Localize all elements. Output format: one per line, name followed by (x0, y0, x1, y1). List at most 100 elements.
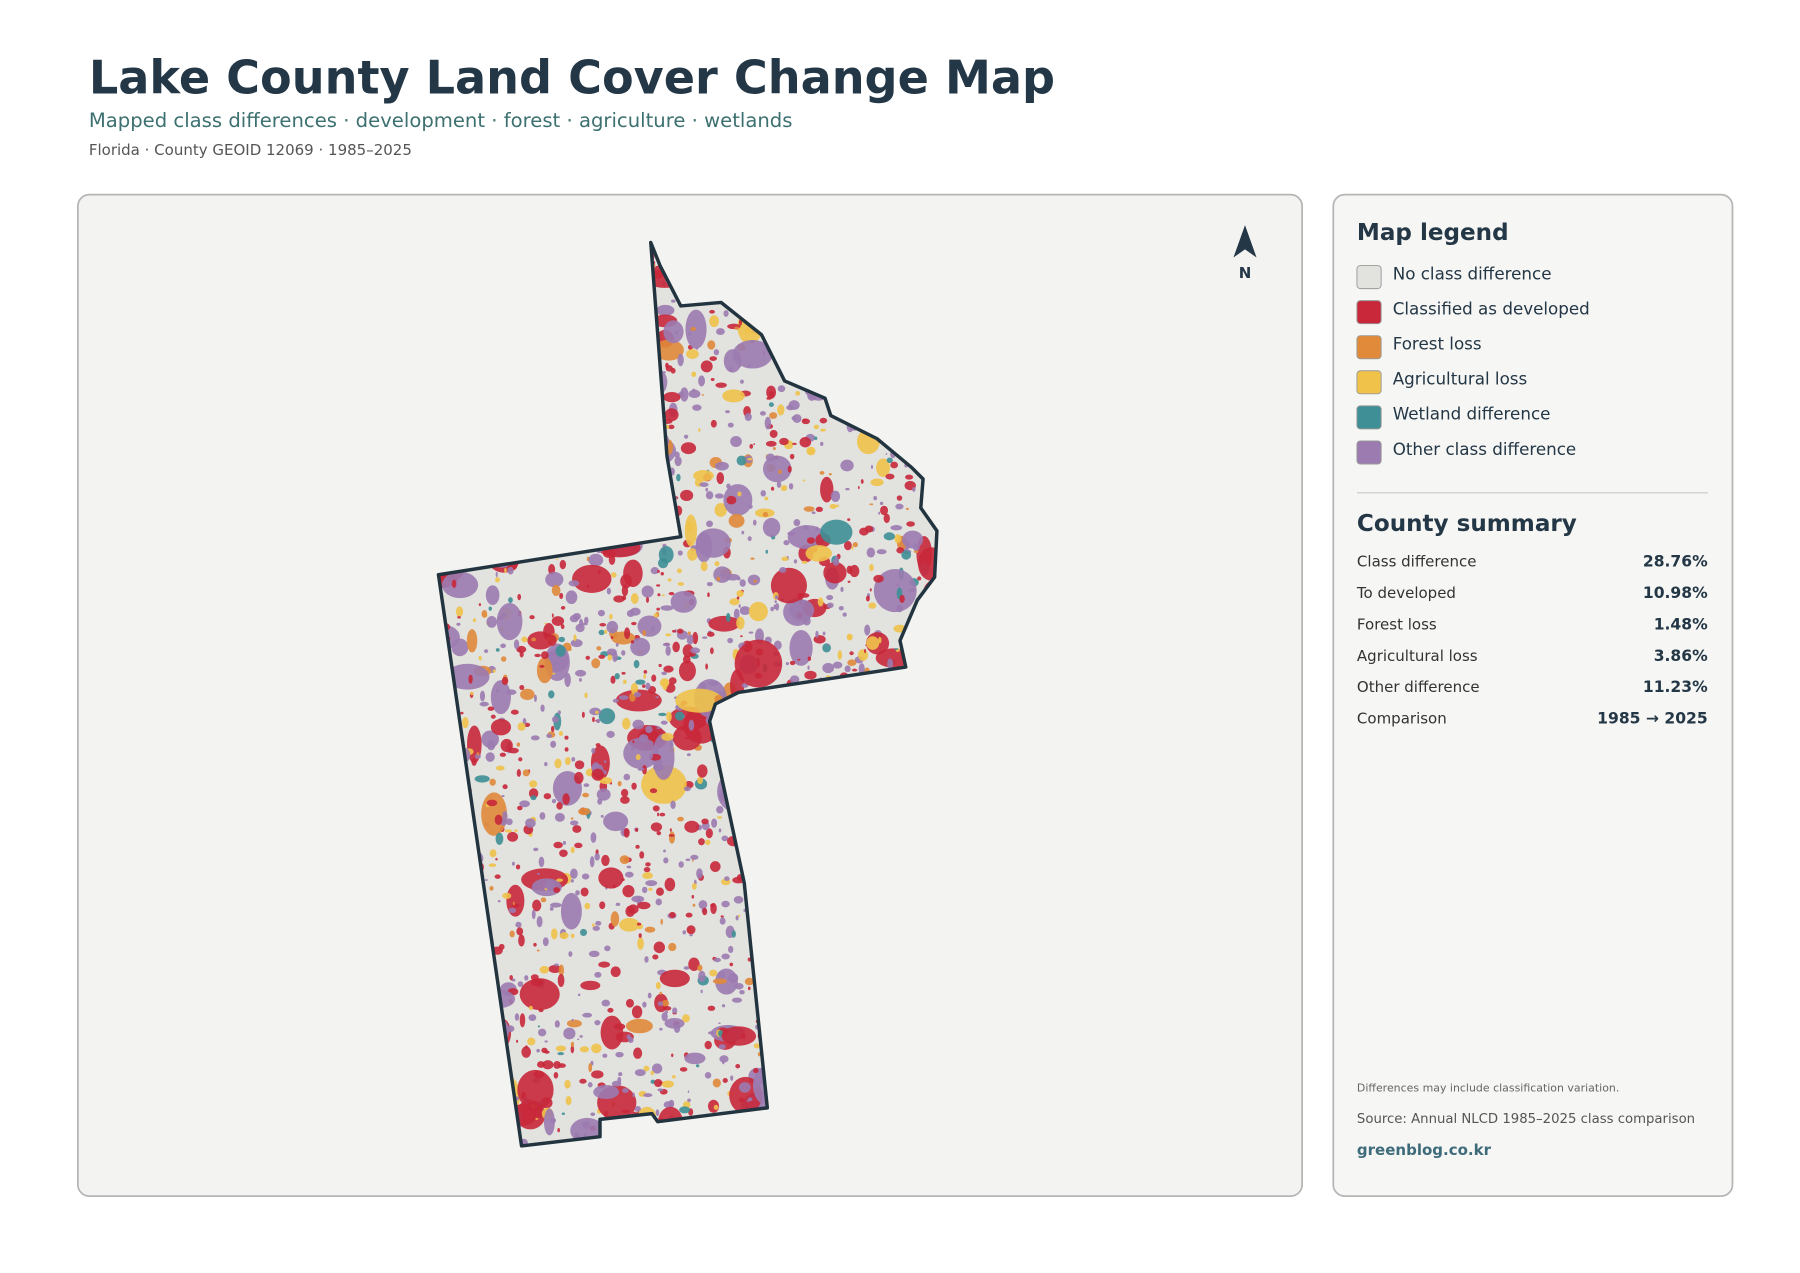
change-patch (623, 679, 627, 685)
change-patch (716, 816, 723, 819)
change-patch (544, 1040, 548, 1043)
summary-label: Agricultural loss (1357, 647, 1478, 665)
change-patch (710, 378, 715, 382)
change-patch (623, 737, 659, 769)
change-patch (745, 327, 751, 334)
change-patch (570, 846, 575, 854)
change-patch (560, 605, 566, 610)
change-patch (625, 905, 635, 917)
change-patch (779, 566, 787, 574)
change-patch (750, 557, 755, 560)
change-patch (664, 1018, 685, 1029)
change-patch (792, 442, 797, 446)
change-patch (460, 711, 464, 715)
change-patch (828, 473, 832, 476)
change-patch (731, 997, 743, 1003)
change-patch (558, 731, 564, 736)
change-patch (890, 461, 899, 469)
change-patch (770, 606, 774, 612)
change-patch (564, 1079, 571, 1089)
change-patch (736, 616, 745, 630)
change-patch (614, 673, 620, 680)
change-patch (724, 876, 730, 881)
change-patch (517, 1069, 554, 1110)
change-patch (492, 669, 496, 673)
change-patch (495, 765, 505, 771)
change-patch (806, 537, 816, 544)
change-patch (637, 901, 651, 910)
change-patch (847, 634, 853, 639)
change-patch (840, 586, 844, 592)
change-patch (455, 606, 464, 617)
change-patch (585, 655, 591, 660)
change-patch (683, 434, 689, 439)
change-patch (597, 609, 605, 617)
change-patch (738, 1097, 745, 1103)
change-patch (866, 547, 876, 558)
change-patch (530, 978, 544, 987)
change-patch (594, 1020, 601, 1026)
change-patch (506, 689, 517, 695)
change-patch (591, 1070, 604, 1079)
change-patch (559, 592, 564, 600)
change-patch (570, 1045, 575, 1054)
change-patch (865, 595, 870, 602)
change-patch (671, 299, 676, 303)
change-patch (581, 711, 585, 718)
change-patch (686, 634, 694, 645)
change-patch (623, 773, 631, 781)
change-patch (516, 927, 524, 936)
change-patch (659, 991, 663, 995)
change-patch (656, 727, 661, 730)
change-patch (731, 930, 736, 938)
change-patch (727, 637, 734, 644)
change-patch (648, 887, 653, 892)
change-patch (718, 828, 722, 833)
change-patch (543, 793, 552, 800)
change-patch (722, 389, 745, 403)
change-patch (765, 549, 769, 554)
change-patch (539, 664, 545, 668)
change-patch (869, 563, 874, 572)
change-patch (633, 1047, 643, 1059)
change-patch (626, 1034, 631, 1040)
change-patch (721, 1004, 726, 1008)
change-patch (560, 892, 582, 930)
change-patch (682, 644, 694, 658)
change-patch (721, 835, 729, 842)
change-patch (676, 628, 684, 634)
change-patch (581, 622, 588, 626)
change-patch (780, 485, 788, 492)
change-patch (574, 842, 583, 849)
change-patch (625, 1018, 653, 1034)
change-patch (489, 885, 494, 891)
change-patch (799, 437, 812, 448)
change-patch (692, 388, 696, 393)
change-patch (669, 828, 672, 832)
change-patch (679, 1106, 691, 1114)
change-patch (710, 647, 714, 655)
change-patch (820, 441, 824, 446)
change-patch (905, 507, 909, 510)
change-patch (504, 829, 513, 833)
change-patch (644, 926, 656, 933)
change-patch (707, 592, 710, 598)
change-patch (635, 844, 640, 849)
change-patch (566, 1019, 582, 1028)
change-patch (718, 1022, 721, 1025)
change-patch (479, 690, 486, 702)
change-patch (641, 765, 687, 804)
change-patch (804, 670, 817, 680)
change-patch (660, 605, 674, 611)
change-patch (529, 615, 535, 620)
site-link[interactable]: greenblog.co.kr (1357, 1141, 1492, 1159)
change-patch (659, 969, 690, 988)
change-patch (539, 812, 546, 820)
change-patch (709, 969, 718, 977)
change-patch (661, 1000, 670, 1007)
change-patch (501, 794, 505, 798)
change-patch (580, 887, 589, 897)
change-patch (719, 1055, 729, 1063)
change-patch (555, 1045, 567, 1052)
change-patch (621, 584, 629, 597)
